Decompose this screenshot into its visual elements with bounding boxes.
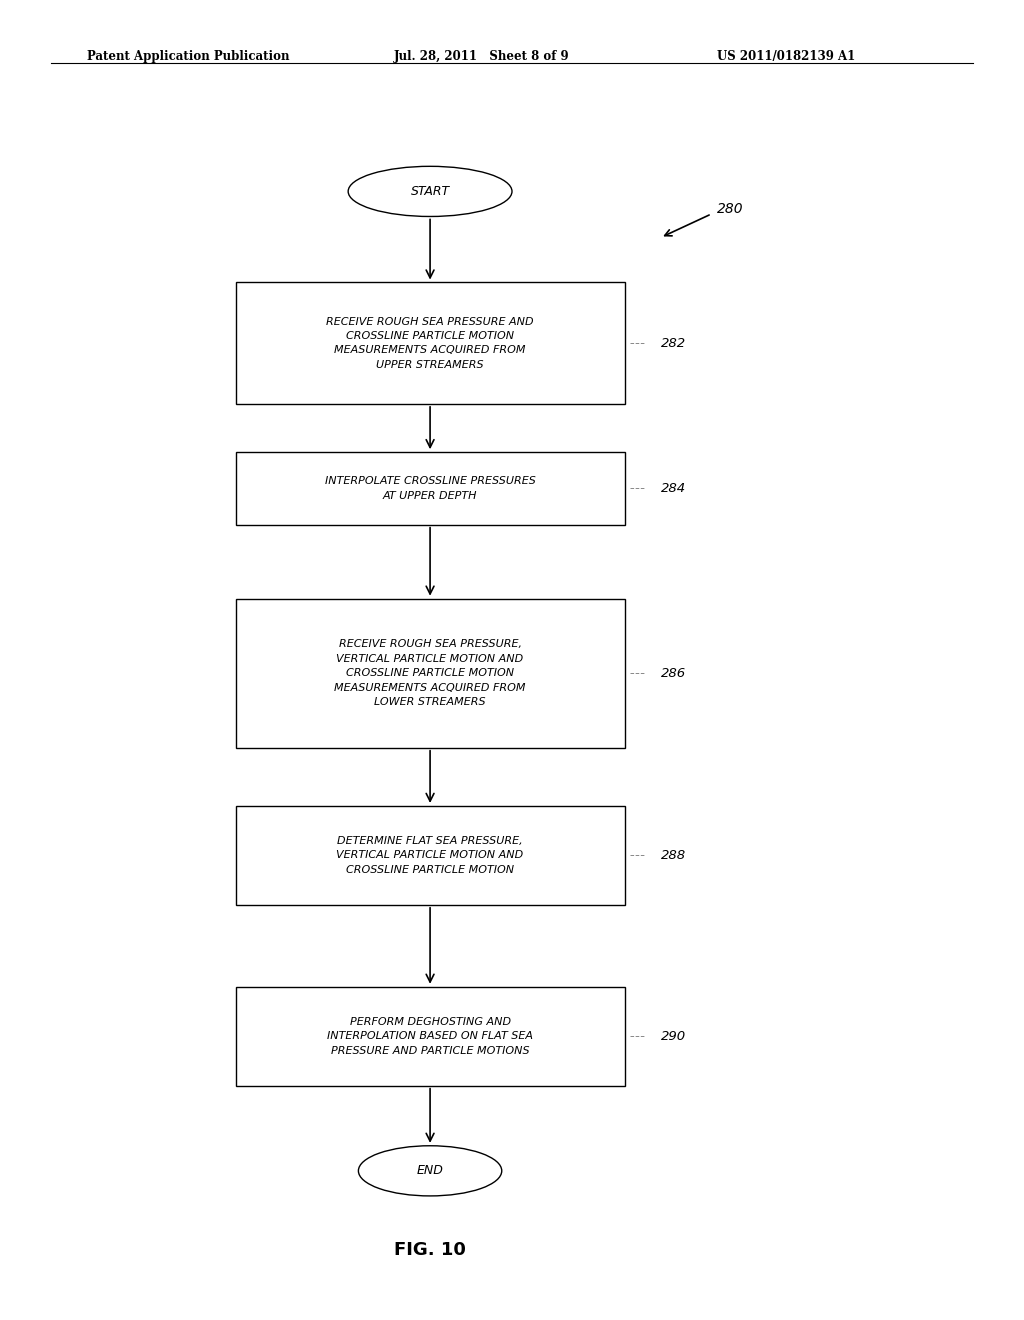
- FancyBboxPatch shape: [236, 987, 625, 1085]
- Text: 280: 280: [717, 202, 743, 215]
- Ellipse shape: [348, 166, 512, 216]
- FancyBboxPatch shape: [236, 282, 625, 404]
- Text: 284: 284: [660, 482, 686, 495]
- FancyBboxPatch shape: [236, 599, 625, 747]
- Text: 290: 290: [660, 1030, 686, 1043]
- Text: INTERPOLATE CROSSLINE PRESSURES
AT UPPER DEPTH: INTERPOLATE CROSSLINE PRESSURES AT UPPER…: [325, 477, 536, 500]
- Text: US 2011/0182139 A1: US 2011/0182139 A1: [717, 50, 855, 63]
- FancyBboxPatch shape: [236, 805, 625, 906]
- Text: RECEIVE ROUGH SEA PRESSURE,
VERTICAL PARTICLE MOTION AND
CROSSLINE PARTICLE MOTI: RECEIVE ROUGH SEA PRESSURE, VERTICAL PAR…: [334, 639, 526, 708]
- Text: 282: 282: [660, 337, 686, 350]
- Text: END: END: [417, 1164, 443, 1177]
- Text: START: START: [411, 185, 450, 198]
- Text: Jul. 28, 2011   Sheet 8 of 9: Jul. 28, 2011 Sheet 8 of 9: [394, 50, 570, 63]
- Text: 286: 286: [660, 667, 686, 680]
- Text: FIG. 10: FIG. 10: [394, 1241, 466, 1259]
- Text: PERFORM DEGHOSTING AND
INTERPOLATION BASED ON FLAT SEA
PRESSURE AND PARTICLE MOT: PERFORM DEGHOSTING AND INTERPOLATION BAS…: [327, 1016, 534, 1056]
- Text: Patent Application Publication: Patent Application Publication: [87, 50, 290, 63]
- FancyBboxPatch shape: [236, 451, 625, 524]
- Text: DETERMINE FLAT SEA PRESSURE,
VERTICAL PARTICLE MOTION AND
CROSSLINE PARTICLE MOT: DETERMINE FLAT SEA PRESSURE, VERTICAL PA…: [337, 836, 523, 875]
- Text: RECEIVE ROUGH SEA PRESSURE AND
CROSSLINE PARTICLE MOTION
MEASUREMENTS ACQUIRED F: RECEIVE ROUGH SEA PRESSURE AND CROSSLINE…: [327, 317, 534, 370]
- Ellipse shape: [358, 1146, 502, 1196]
- Text: 288: 288: [660, 849, 686, 862]
